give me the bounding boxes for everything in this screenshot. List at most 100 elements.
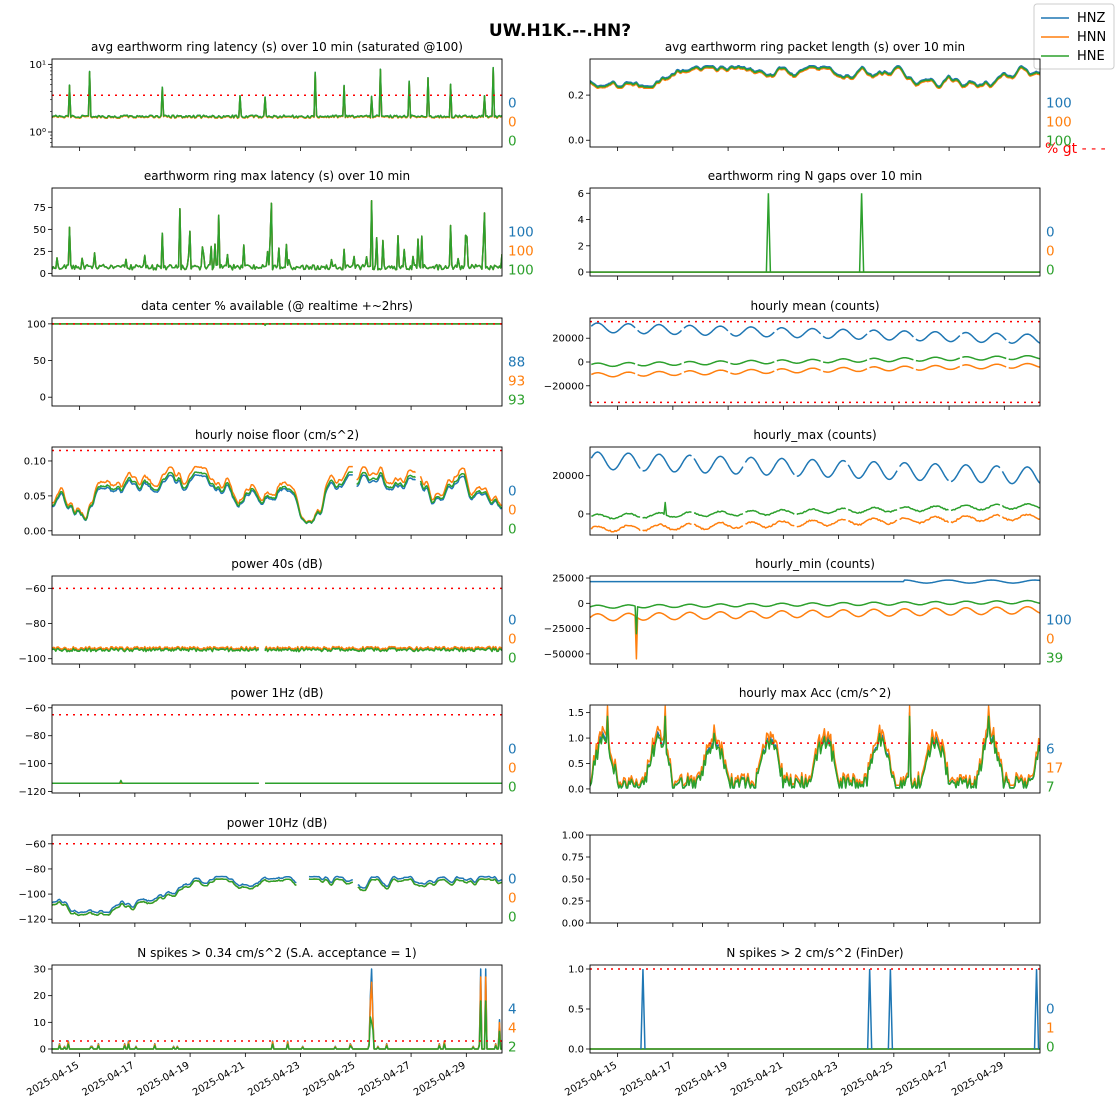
percent-label-hnz: 0 bbox=[508, 612, 517, 628]
plot-area bbox=[52, 714, 502, 784]
percent-label-hne: 39 bbox=[1046, 650, 1063, 666]
series-line-hnn bbox=[590, 67, 1040, 90]
y-tick-label: 0 bbox=[40, 1045, 46, 1056]
panel-title: hourly noise floor (cm/s^2) bbox=[195, 428, 359, 442]
series-line-hnn bbox=[52, 200, 502, 271]
x-tick-label: 2025-04-17 bbox=[81, 1060, 137, 1099]
percent-label-hnn: 0 bbox=[508, 760, 517, 776]
y-tick-label: −80 bbox=[25, 619, 46, 630]
panel-title: hourly mean (counts) bbox=[750, 299, 879, 313]
panels: avg earthworm ring latency (s) over 10 m… bbox=[19, 40, 1072, 1099]
panel-p10: hourly_min (counts) −50000 −25000 0 25000 100… bbox=[544, 557, 1072, 668]
panel-p14: 0.00 0.25 0.50 0.75 1.00 bbox=[562, 831, 1041, 930]
spike-mark bbox=[887, 968, 894, 1050]
percent-label-hne: 0 bbox=[1046, 1039, 1055, 1055]
y-tick-label: 2 bbox=[578, 241, 584, 252]
plot-area bbox=[590, 579, 1040, 660]
y-tick-label: 0 bbox=[40, 269, 46, 280]
percent-label-hnn: 0 bbox=[508, 114, 517, 130]
panel-p16: N spikes > 2 cm/s^2 (FinDer) 0.0 0.5 1.0 202… bbox=[563, 946, 1054, 1099]
y-tick-label: 75 bbox=[33, 203, 46, 214]
panel-p15: N spikes > 0.34 cm/s^2 (S.A. acceptance … bbox=[25, 946, 516, 1099]
panel-title: hourly_max (counts) bbox=[753, 428, 876, 442]
y-tick-label: −60 bbox=[25, 703, 46, 714]
y-tick-label: 0.10 bbox=[24, 456, 46, 467]
percent-label-hne: 0 bbox=[508, 650, 517, 666]
x-tick-label: 2025-04-25 bbox=[839, 1060, 895, 1099]
y-tick-label: 25000 bbox=[552, 574, 584, 585]
panel-title: power 40s (dB) bbox=[231, 557, 322, 571]
y-tick-label: 100 bbox=[27, 319, 46, 330]
percent-label-hne: 0 bbox=[508, 521, 517, 537]
panel-frame bbox=[51, 964, 503, 1054]
pct-gt-label: % gt - - - bbox=[1045, 141, 1106, 157]
spike-mark bbox=[858, 193, 865, 273]
percent-label-hnn: 100 bbox=[508, 243, 534, 259]
percent-label-hne: 7 bbox=[1046, 779, 1055, 795]
x-tick-label: 2025-04-29 bbox=[412, 1060, 468, 1099]
percent-label-hnz: 0 bbox=[508, 95, 517, 111]
panel-frame bbox=[51, 187, 503, 277]
y-tick-label: −120 bbox=[19, 915, 46, 926]
plot-area bbox=[52, 200, 502, 271]
series-line-hne bbox=[52, 878, 502, 917]
series-line-hne bbox=[590, 66, 1040, 88]
y-tick-label: 1.5 bbox=[568, 708, 584, 719]
percent-label-hnn: 93 bbox=[508, 373, 525, 389]
percent-label-hnz: 6 bbox=[1046, 741, 1055, 757]
y-tick-label: −100 bbox=[19, 890, 46, 901]
y-tick-label: −60 bbox=[25, 839, 46, 850]
series-line-hnz bbox=[590, 451, 1040, 485]
panel-title: earthworm ring max latency (s) over 10 m… bbox=[144, 169, 410, 183]
percent-label-hnz: 0 bbox=[1046, 224, 1055, 240]
percent-label-hnz: 100 bbox=[1046, 95, 1072, 111]
y-tick-label: 0.0 bbox=[568, 136, 584, 147]
figure-title: UW.H1K.--.HN? bbox=[489, 21, 631, 41]
plot-area bbox=[590, 451, 1040, 533]
percent-label-hne: 0 bbox=[508, 909, 517, 925]
percent-label-hnn: 0 bbox=[508, 631, 517, 647]
y-tick-label: 0.00 bbox=[562, 919, 584, 930]
panel-p2: avg earthworm ring packet length (s) ove… bbox=[568, 40, 1072, 151]
panel-p8: hourly_max (counts) 0 20000 bbox=[552, 428, 1041, 539]
x-tick-label: 2025-04-27 bbox=[895, 1060, 951, 1099]
series-line-hne bbox=[590, 599, 1040, 635]
panel-title: avg earthworm ring packet length (s) ove… bbox=[665, 40, 965, 54]
y-tick-label: 20000 bbox=[552, 471, 584, 482]
x-tick-label: 2025-04-23 bbox=[246, 1060, 302, 1099]
x-tick-label: 2025-04-17 bbox=[619, 1060, 675, 1099]
panel-title: N spikes > 2 cm/s^2 (FinDer) bbox=[726, 946, 903, 960]
panel-title: power 1Hz (dB) bbox=[231, 686, 324, 700]
series-line-hnn bbox=[591, 362, 1040, 378]
legend: HNZ HNN HNE bbox=[1033, 3, 1115, 70]
y-tick-label: 0.75 bbox=[562, 853, 584, 864]
panel-frame bbox=[51, 58, 503, 148]
plot-area bbox=[52, 449, 502, 525]
percent-label-hne: 93 bbox=[508, 392, 525, 408]
y-tick-label: −20000 bbox=[544, 381, 584, 392]
series-line-hne bbox=[52, 471, 502, 524]
y-tick-label: −120 bbox=[19, 787, 46, 798]
panel-frame bbox=[589, 834, 1041, 924]
y-tick-label: −25000 bbox=[544, 624, 584, 635]
y-tick-label: 0 bbox=[578, 599, 584, 610]
percent-label-hne: 0 bbox=[1046, 262, 1055, 278]
series-line-hnn bbox=[52, 67, 502, 120]
y-tick-label: −100 bbox=[19, 759, 46, 770]
percent-label-hnn: 0 bbox=[508, 890, 517, 906]
series-line-hnz bbox=[52, 66, 502, 119]
panel-frame bbox=[589, 575, 1041, 665]
x-tick-label: 2025-04-27 bbox=[357, 1060, 413, 1099]
plot-area bbox=[590, 968, 1040, 1050]
series-line-hnz bbox=[52, 200, 502, 271]
series-line-hnn bbox=[590, 513, 1040, 533]
percent-label-hnz: 88 bbox=[508, 354, 525, 370]
spike-mark bbox=[640, 968, 646, 1050]
y-tick-label: 0 bbox=[40, 393, 46, 404]
x-tick-label: 2025-04-21 bbox=[729, 1060, 785, 1099]
panel-title: earthworm ring N gaps over 10 min bbox=[708, 169, 922, 183]
y-tick-label: 0.0 bbox=[568, 784, 584, 795]
panel-frame bbox=[51, 704, 503, 794]
panel-p11: power 1Hz (dB) −120 −100 −80 −60 0 0 0 bbox=[19, 686, 517, 798]
